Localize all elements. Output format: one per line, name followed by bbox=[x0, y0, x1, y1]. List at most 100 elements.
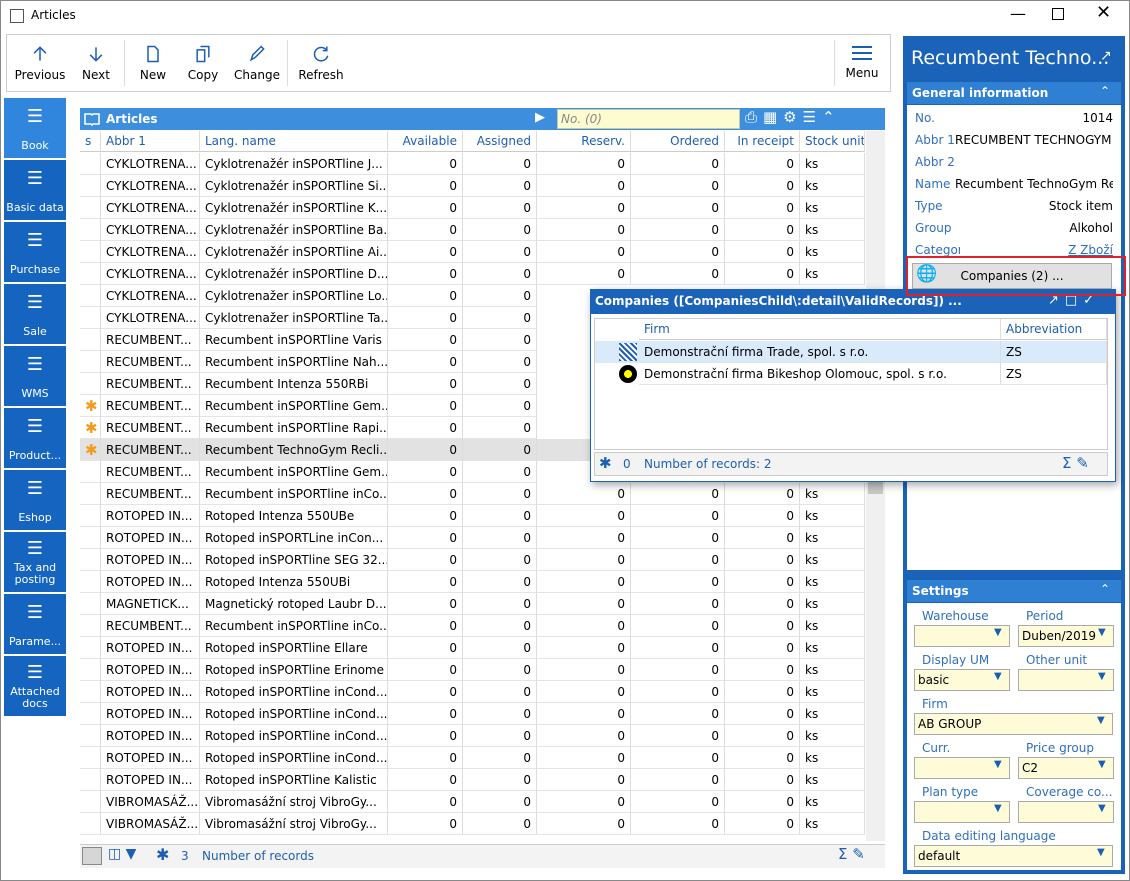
search-box[interactable]: No. (0) bbox=[557, 109, 740, 129]
sidebar-item[interactable]: ☰WMS bbox=[4, 346, 66, 406]
footer-book[interactable] bbox=[82, 847, 102, 865]
cell: ROTOPED IN... bbox=[101, 703, 200, 725]
sidebar-item[interactable]: ☰Book bbox=[4, 98, 66, 158]
cell: 0 bbox=[463, 219, 537, 241]
cell: Rotoped Intenza 550UBe bbox=[200, 505, 388, 527]
status-cell bbox=[80, 615, 101, 637]
column-header: Ordered bbox=[631, 131, 725, 152]
cell: 0 bbox=[631, 725, 725, 747]
cell: 0 bbox=[725, 483, 800, 505]
general-header[interactable]: General information bbox=[907, 82, 1121, 104]
sidebar-item[interactable]: ☰Basic data bbox=[4, 160, 66, 220]
combo-arrow: ▼ bbox=[1098, 759, 1106, 770]
cell: CYKLOTRENA... bbox=[101, 241, 200, 263]
sidebar-item[interactable]: ☰Eshop bbox=[4, 470, 66, 530]
column-header: In receipt bbox=[725, 131, 800, 152]
collapse[interactable]: ⌃ bbox=[1100, 582, 1110, 596]
cell: ks bbox=[800, 197, 865, 219]
grid-tools[interactable]: ⎙▦⚙☰⌃ bbox=[745, 108, 841, 126]
cell: CYKLOTRENA... bbox=[101, 197, 200, 219]
cell: RECUMBENT... bbox=[101, 417, 200, 439]
cell: ROTOPED IN... bbox=[101, 747, 200, 769]
cell: Recumbent TechnoGym Recli... bbox=[200, 439, 388, 461]
popup-cell: Demonstrační firma Trade, spol. s r.o. bbox=[639, 341, 1001, 363]
toolbar-button[interactable]: Next bbox=[70, 44, 122, 82]
cell: 0 bbox=[537, 637, 631, 659]
cell: 0 bbox=[725, 571, 800, 593]
setting-combo[interactable]: default bbox=[914, 845, 1113, 867]
cell: ks bbox=[800, 681, 865, 703]
cell: CYKLOTRENA... bbox=[101, 307, 200, 329]
sidebar-item[interactable]: ☰Purchase bbox=[4, 222, 66, 282]
status-cell bbox=[80, 637, 101, 659]
close[interactable]: ✕ bbox=[1096, 2, 1111, 23]
maximize[interactable] bbox=[1052, 8, 1064, 20]
toolbar-button[interactable]: New bbox=[127, 44, 179, 82]
run-icon[interactable]: ▶ bbox=[535, 110, 545, 125]
column-header: Abbr 1 bbox=[101, 131, 200, 152]
grid-body: sAbbr 1Lang. nameAvailableAssignedReserv… bbox=[80, 131, 865, 841]
companies-button[interactable]: Companies (2) ... bbox=[912, 263, 1112, 289]
setting-combo[interactable]: AB GROUP bbox=[914, 713, 1113, 735]
status-cell bbox=[80, 263, 101, 285]
cell: Cyklotrenažér inSPORTline K... bbox=[200, 197, 388, 219]
cell: Cyklotrenažer inSPORTline Ta... bbox=[200, 307, 388, 329]
sidebar-item[interactable]: ☰Parame... bbox=[4, 594, 66, 654]
minimize[interactable]: — bbox=[1010, 4, 1026, 23]
cell: 0 bbox=[631, 153, 725, 175]
sidebar-item[interactable]: ☰Product... bbox=[4, 408, 66, 468]
cell: ks bbox=[800, 175, 865, 197]
status-cell: ✱ bbox=[80, 395, 101, 417]
status-cell bbox=[80, 329, 101, 351]
popup-star: ✱ bbox=[599, 454, 612, 472]
status-cell bbox=[80, 571, 101, 593]
cell: Rotoped inSPORTline Kalistic bbox=[200, 769, 388, 791]
cell: 0 bbox=[631, 527, 725, 549]
cell: ks bbox=[800, 593, 865, 615]
cell: Rotoped inSPORTline inCond... bbox=[200, 725, 388, 747]
cell: Rotoped inSPORTLine inCon... bbox=[200, 527, 388, 549]
popup-sum[interactable]: Σ ✎ bbox=[1062, 454, 1089, 472]
cell: ROTOPED IN... bbox=[101, 725, 200, 747]
toolbar-button[interactable]: Refresh bbox=[294, 44, 348, 82]
cell: 0 bbox=[631, 791, 725, 813]
cell: 0 bbox=[537, 769, 631, 791]
footer-sum[interactable]: Σ ✎ bbox=[838, 845, 865, 863]
cell: 0 bbox=[463, 615, 537, 637]
status-cell bbox=[80, 219, 101, 241]
cell: Cyklotrenažer inSPORTline Lo... bbox=[200, 285, 388, 307]
cell: VIBROMASÁŽ... bbox=[101, 813, 200, 835]
cell: 0 bbox=[537, 615, 631, 637]
cell: Recumbent inSPORTline Gem... bbox=[200, 395, 388, 417]
cell: 0 bbox=[388, 351, 463, 373]
popup-column: Firm bbox=[639, 319, 1001, 340]
cell: 0 bbox=[463, 571, 537, 593]
toolbar-button[interactable]: Change bbox=[231, 44, 283, 82]
sidebar-label: Purchase bbox=[4, 264, 66, 276]
status-cell bbox=[80, 791, 101, 813]
scroll-thumb[interactable] bbox=[868, 480, 883, 494]
sidebar-item[interactable]: ☰Attached docs bbox=[4, 656, 66, 716]
cell: ks bbox=[800, 791, 865, 813]
cell: 0 bbox=[463, 681, 537, 703]
combo-arrow: ▼ bbox=[994, 627, 1002, 638]
settings-header[interactable]: Settings bbox=[907, 580, 1121, 602]
cell: 0 bbox=[537, 725, 631, 747]
cell: ROTOPED IN... bbox=[101, 659, 200, 681]
cell: 0 bbox=[537, 593, 631, 615]
sidebar-item[interactable]: ☰Tax and posting bbox=[4, 532, 66, 592]
footer-icons[interactable]: ◫ ▼ bbox=[108, 846, 136, 862]
menu-button[interactable]: Menu bbox=[836, 44, 888, 80]
cell: 0 bbox=[388, 439, 463, 461]
cell: 0 bbox=[537, 791, 631, 813]
toolbar-button[interactable]: Previous bbox=[14, 44, 66, 82]
toolbar-button[interactable]: Copy bbox=[177, 44, 229, 82]
cell: ks bbox=[800, 483, 865, 505]
field-value[interactable]: Z Zboží bbox=[967, 243, 1113, 257]
collapse[interactable]: ⌃ bbox=[1100, 84, 1110, 98]
sidebar-item[interactable]: ☰Sale bbox=[4, 284, 66, 344]
cell: 0 bbox=[631, 263, 725, 285]
field-label: No. bbox=[915, 111, 955, 125]
detail-popout[interactable]: ↗ bbox=[1100, 48, 1112, 64]
detail-title: Recumbent Techno... bbox=[911, 47, 1109, 69]
